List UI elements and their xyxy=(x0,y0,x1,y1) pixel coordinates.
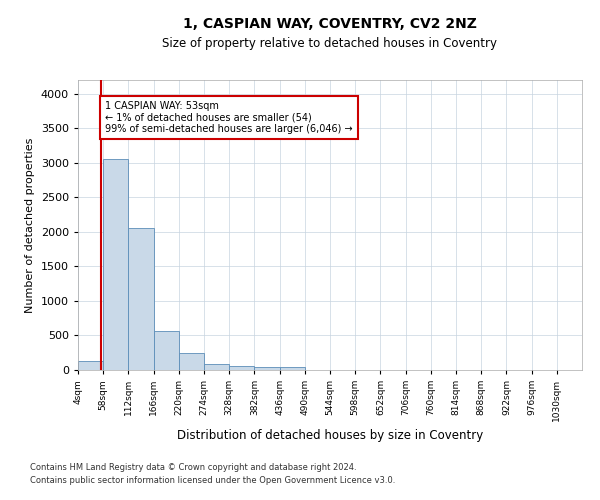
Bar xyxy=(128,228,154,370)
Bar xyxy=(280,366,305,370)
Text: Contains HM Land Registry data © Crown copyright and database right 2024.: Contains HM Land Registry data © Crown c… xyxy=(30,464,356,472)
Text: 1 CASPIAN WAY: 53sqm
← 1% of detached houses are smaller (54)
99% of semi-detach: 1 CASPIAN WAY: 53sqm ← 1% of detached ho… xyxy=(105,100,353,134)
Text: Contains public sector information licensed under the Open Government Licence v3: Contains public sector information licen… xyxy=(30,476,395,485)
X-axis label: Distribution of detached houses by size in Coventry: Distribution of detached houses by size … xyxy=(177,430,483,442)
Text: Size of property relative to detached houses in Coventry: Size of property relative to detached ho… xyxy=(163,38,497,51)
Bar xyxy=(179,354,204,370)
Bar xyxy=(78,361,103,370)
Text: 1, CASPIAN WAY, COVENTRY, CV2 2NZ: 1, CASPIAN WAY, COVENTRY, CV2 2NZ xyxy=(183,18,477,32)
Y-axis label: Number of detached properties: Number of detached properties xyxy=(25,138,35,312)
Bar xyxy=(103,160,128,370)
Bar xyxy=(154,330,179,370)
Bar xyxy=(254,366,280,370)
Bar xyxy=(204,364,229,370)
Bar xyxy=(229,366,254,370)
